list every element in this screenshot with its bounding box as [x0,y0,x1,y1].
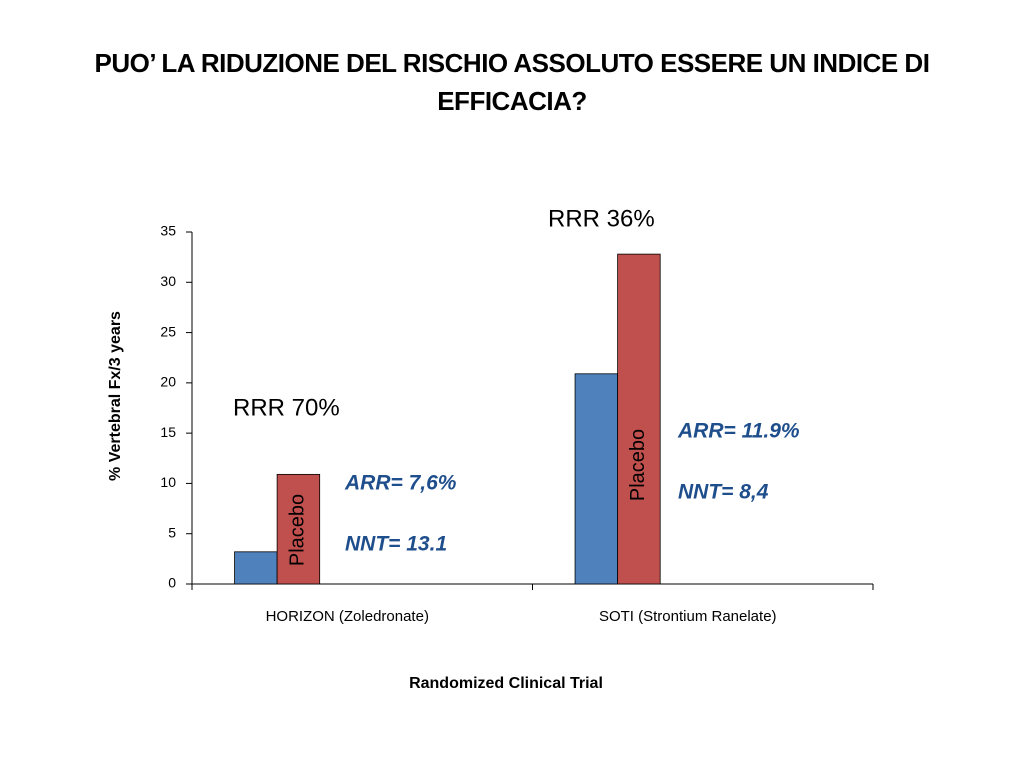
y-tick-label: 0 [168,575,176,591]
y-tick-label: 5 [168,524,176,540]
bar [234,551,278,585]
annotation: NNT= 8,4 [678,481,769,504]
annotation: RRR 70% [233,394,340,421]
slide-title: PUO’ LA RIDUZIONE DEL RISCHIO ASSOLUTO E… [94,48,930,116]
y-tick-label: 25 [160,323,176,339]
y-tick-label: 10 [160,474,176,490]
annotation: NNT= 13.1 [345,533,447,556]
y-axis-title: % Vertebral Fx/3 years [107,311,124,481]
y-tick-label: 30 [160,273,176,289]
annotation: ARR= 7,6% [344,472,457,495]
x-tick-label: HORIZON (Zoledronate) [266,608,429,625]
bar-label: Placebo [287,494,309,566]
bar-label: Placebo [627,429,649,501]
y-tick-label: 15 [160,424,176,440]
bar [617,253,661,585]
x-tick-label: SOTI (Strontium Ranelate) [599,608,777,625]
annotation: RRR 36% [548,205,655,232]
annotation: ARR= 11.9% [677,420,800,443]
y-tick-label: 35 [160,223,176,239]
bar [574,373,619,585]
y-tick-label: 20 [160,374,176,390]
bar [276,473,321,585]
x-axis-title: Randomized Clinical Trial [409,675,603,692]
